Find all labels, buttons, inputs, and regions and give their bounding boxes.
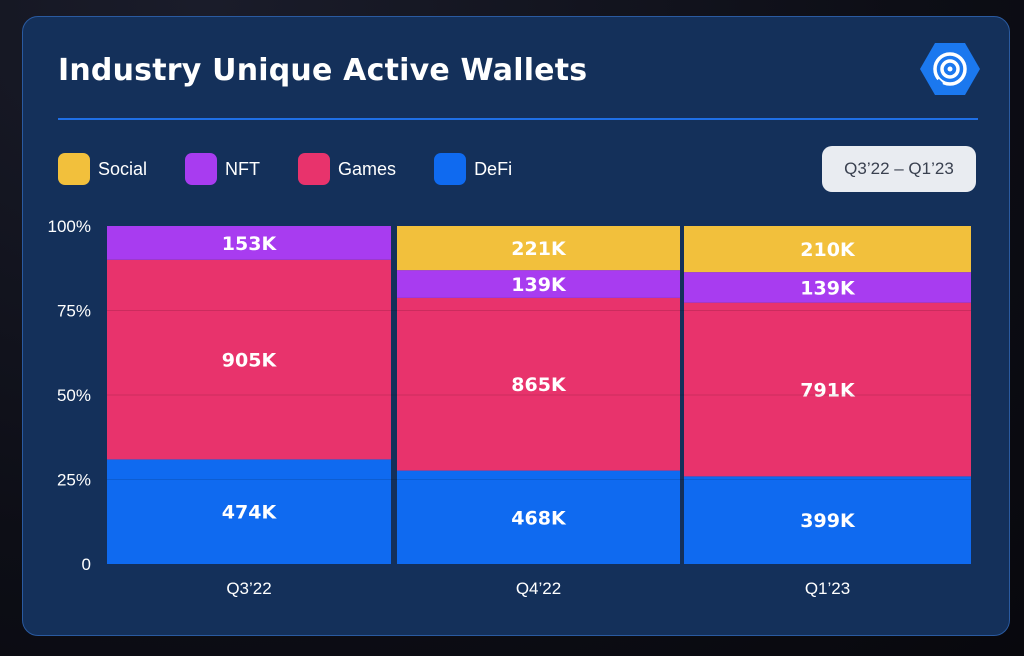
title-divider — [58, 118, 978, 120]
legend-item-nft: NFT — [185, 153, 260, 185]
bar-nft-3 — [684, 272, 971, 303]
chart-legend: Social NFT Games DeFi — [58, 153, 550, 185]
bar-games-3 — [684, 302, 971, 477]
bar-nft-1 — [107, 226, 391, 260]
data-label-games-2: 865K — [511, 374, 567, 396]
data-label-nft-2: 139K — [511, 274, 567, 296]
bar-social-2 — [397, 226, 680, 271]
x-tick-label-2: Q4’22 — [516, 579, 561, 598]
data-label-games-3: 791K — [800, 380, 856, 402]
y-tick-label-5: 100% — [48, 217, 91, 236]
legend-swatch-defi — [434, 153, 467, 185]
legend-item-social: Social — [58, 153, 147, 185]
bar-nft-2 — [397, 270, 680, 298]
legend-swatch-nft — [185, 153, 218, 185]
bar-defi-3 — [684, 476, 971, 564]
data-label-nft-3: 139K — [800, 277, 856, 299]
legend-item-defi: DeFi — [434, 153, 512, 185]
x-tick-label-1: Q3’22 — [226, 579, 271, 598]
y-tick-label-1: 0 — [82, 555, 91, 574]
legend-label-games: Games — [338, 158, 397, 179]
legend-label-defi: DeFi — [474, 158, 513, 179]
data-label-defi-2: 468K — [511, 507, 567, 529]
legend-swatch-social — [58, 153, 90, 185]
y-tick-label-4: 75% — [57, 302, 91, 321]
data-label-defi-1: 474K — [222, 502, 278, 524]
chart-title: Industry Unique Active Wallets — [58, 53, 588, 88]
data-label-games-1: 905K — [222, 350, 278, 372]
data-label-nft-1: 153K — [222, 233, 278, 255]
bar-social-3 — [684, 226, 971, 273]
bar-games-1 — [107, 259, 391, 460]
bar-defi-2 — [397, 470, 680, 564]
brand-logo-icon — [920, 41, 980, 97]
data-label-defi-3: 399K — [800, 510, 856, 532]
x-tick-label-3: Q1’23 — [805, 579, 850, 598]
data-label-social-2: 221K — [511, 238, 567, 260]
date-range-button[interactable]: Q3’22 – Q1’23 — [822, 146, 976, 192]
bar-defi-1 — [107, 459, 391, 564]
legend-label-social: Social — [98, 158, 148, 179]
legend-item-games: Games — [298, 153, 396, 185]
y-tick-label-3: 50% — [57, 386, 91, 405]
legend-swatch-games — [298, 153, 331, 185]
legend-label-nft: NFT — [225, 158, 261, 179]
y-tick-label-2: 25% — [57, 471, 91, 490]
bar-games-2 — [397, 297, 680, 471]
data-label-social-3: 210K — [800, 239, 856, 261]
